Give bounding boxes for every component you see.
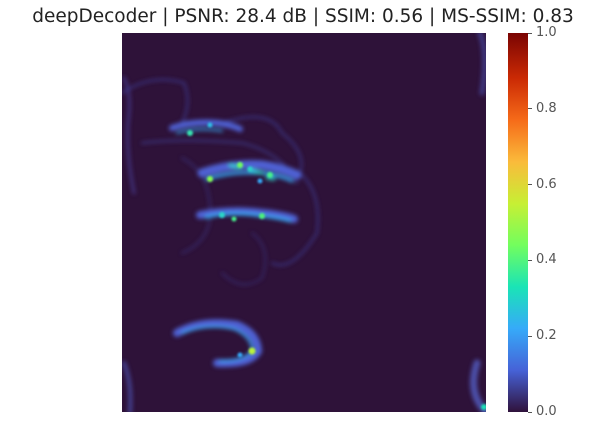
colorbar-tick-mark: [528, 184, 532, 186]
chart-title: deepDecoder | PSNR: 28.4 dB | SSIM: 0.56…: [32, 6, 574, 27]
colorbar-tick-mark: [528, 411, 532, 413]
colorbar-tick-mark: [528, 108, 532, 110]
colorbar-tick-mark: [528, 259, 532, 261]
error-heatmap: [122, 33, 486, 412]
colorbar-tick-label: 0.6: [536, 176, 557, 192]
colorbar-tick-label: 0.8: [536, 100, 557, 116]
colorbar-tick-label: 0.2: [536, 328, 557, 344]
colorbar-tick-label: 1.0: [536, 25, 557, 40]
colorbar-tick-label: 0.4: [536, 252, 557, 268]
colorbar-tick-mark: [528, 32, 532, 34]
colorbar: [508, 33, 528, 412]
heatmap-hotspots: [187, 122, 486, 410]
colorbar-tick-mark: [528, 335, 532, 337]
heatmap-background: [122, 33, 486, 412]
colorbar-tick-label: 0.0: [536, 404, 557, 419]
colorbar-gradient: [508, 33, 528, 412]
